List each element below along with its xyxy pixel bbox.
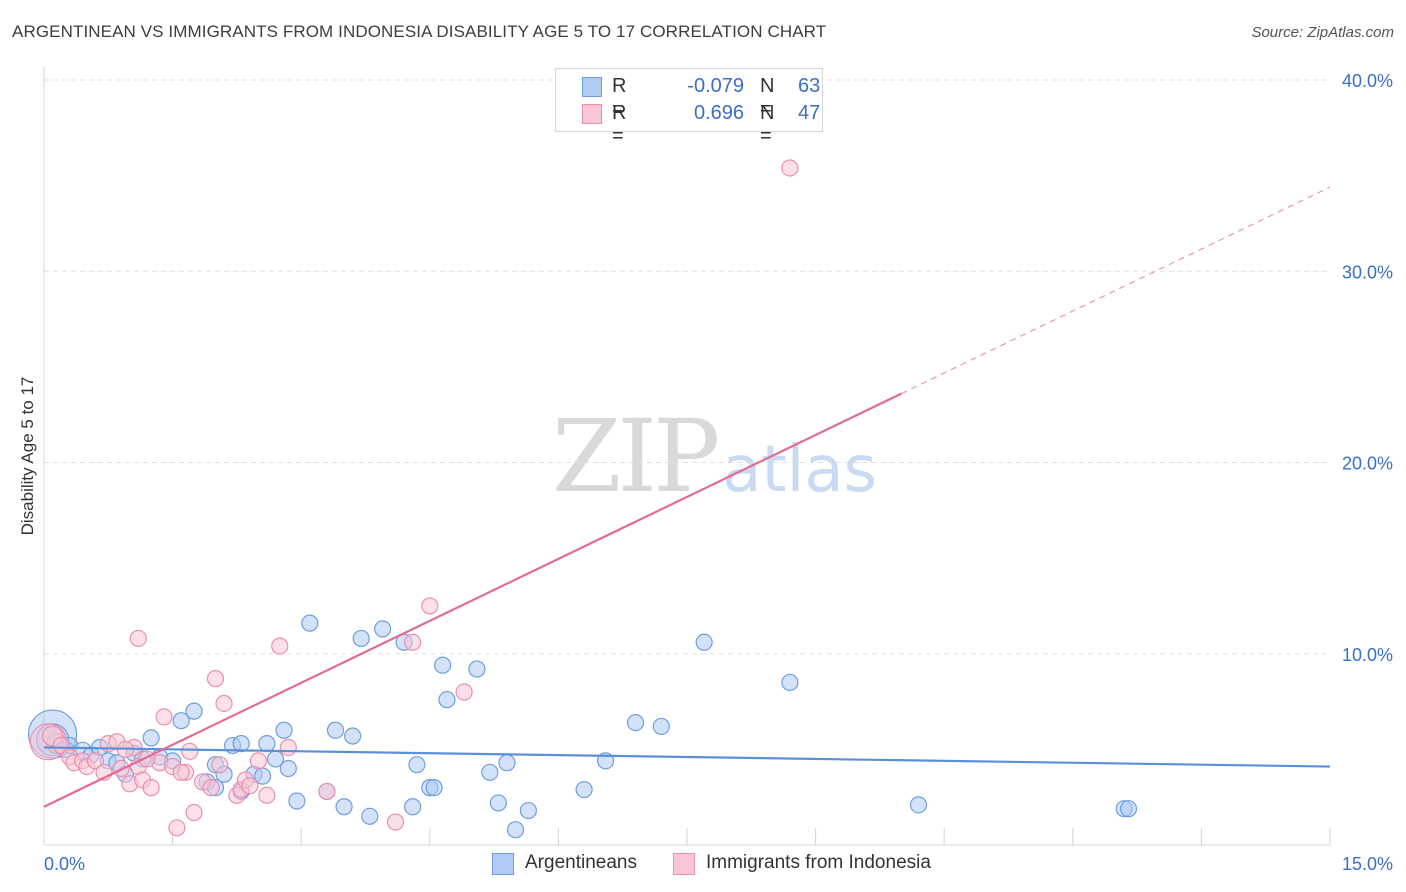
n-label: N =: [760, 75, 775, 120]
indonesia-point: [52, 736, 70, 755]
indonesia-point: [455, 683, 473, 701]
argentineans-point: [279, 759, 297, 778]
indonesia-point: [181, 742, 199, 760]
argentineans-trendline: [43, 746, 1331, 768]
argentineans-point: [361, 807, 379, 825]
y-tick-label: 30.0%: [1342, 262, 1393, 282]
argentineans-point: [335, 798, 353, 816]
argentineans-point: [142, 729, 160, 747]
argentineans-point: [404, 798, 422, 816]
indonesia-point: [172, 763, 190, 781]
argentineans-point: [172, 712, 190, 730]
argentineans-point: [695, 633, 713, 651]
indonesia-point: [168, 819, 186, 837]
argentineans-point: [909, 796, 928, 814]
y-tick-label: 10.0%: [1342, 645, 1393, 665]
source-label: Source: ZipAtlas.com: [1251, 24, 1394, 41]
argentineans-point: [489, 794, 507, 812]
x-tick-label-min: 0.0%: [44, 854, 85, 874]
y-axis-label: Disability Age 5 to 17: [18, 376, 37, 536]
indonesia-point: [155, 708, 173, 726]
argentineans-point: [352, 629, 370, 648]
r-value-indonesia: 0.696: [693, 102, 744, 124]
indonesia-point: [211, 756, 229, 774]
argentineans-point: [652, 717, 670, 736]
y-tick-label: 40.0%: [1342, 71, 1393, 91]
indonesia-point: [781, 159, 799, 177]
indonesia-point: [215, 694, 233, 713]
indonesia-point: [318, 782, 336, 801]
n-value-indonesia: 47: [798, 102, 821, 124]
argentineans-point: [232, 735, 250, 753]
indonesia-point: [404, 633, 422, 651]
argentineans-point: [468, 660, 486, 678]
r-value-argentineans: -0.079: [687, 75, 744, 97]
indonesia-point: [279, 738, 297, 757]
n-label: N =: [760, 102, 775, 147]
indonesia-point: [142, 779, 160, 797]
bottom-legend-swatch-indonesia: [673, 853, 695, 875]
indonesia-point: [249, 752, 267, 770]
argentineans-point: [519, 801, 537, 820]
argentineans-point: [438, 691, 456, 709]
indonesia-point: [86, 752, 105, 770]
indonesia-point: [271, 637, 289, 655]
argentineans-point: [575, 780, 593, 799]
indonesia-point: [185, 803, 203, 822]
argentineans-point: [275, 721, 293, 739]
indonesia-point: [129, 629, 147, 648]
legend-swatch-argentineans: [582, 77, 602, 97]
argentineans-point: [498, 754, 516, 772]
stats-legend: R = -0.079 N = 63 R = 0.696 N = 47: [555, 68, 823, 147]
bottom-legend-label-indonesia: Immigrants from Indonesia: [706, 852, 931, 873]
argentineans-point: [344, 727, 362, 745]
watermark-atlas: atlas: [722, 433, 877, 507]
legend-swatch-indonesia: [582, 104, 602, 124]
argentineans-point: [626, 713, 645, 732]
y-tick-label: 20.0%: [1342, 454, 1393, 474]
argentineans-point: [301, 614, 319, 632]
indonesia-point: [241, 777, 259, 795]
indonesia-point: [202, 779, 220, 797]
indonesia-trendline-extension: [901, 186, 1331, 395]
argentineans-point: [434, 656, 452, 674]
argentineans-point: [1119, 800, 1138, 818]
argentineans-point: [326, 721, 345, 739]
indonesia-point: [386, 813, 405, 831]
argentineans-point: [425, 779, 443, 797]
bottom-legend-label-argentineans: Argentineans: [525, 852, 637, 873]
argentineans-point: [506, 821, 525, 839]
argentineans-point: [258, 735, 276, 753]
r-label: R =: [612, 102, 627, 147]
bottom-legend-swatch-argentineans: [492, 853, 514, 875]
argentineans-point: [481, 763, 499, 781]
n-value-argentineans: 63: [798, 75, 821, 97]
argentineans-point: [408, 756, 426, 774]
indonesia-point: [258, 786, 276, 804]
r-label: R =: [612, 75, 627, 120]
indonesia-trendline: [43, 392, 902, 808]
x-tick-label-max: 15.0%: [1342, 854, 1393, 874]
argentineans-point: [374, 620, 392, 638]
argentineans-point: [185, 702, 203, 720]
chart-title: ARGENTINEAN VS IMMIGRANTS FROM INDONESIA…: [12, 22, 827, 41]
indonesia-point: [206, 670, 225, 688]
argentineans-point: [288, 792, 306, 810]
argentineans-point: [781, 673, 799, 692]
indonesia-point: [421, 597, 439, 615]
